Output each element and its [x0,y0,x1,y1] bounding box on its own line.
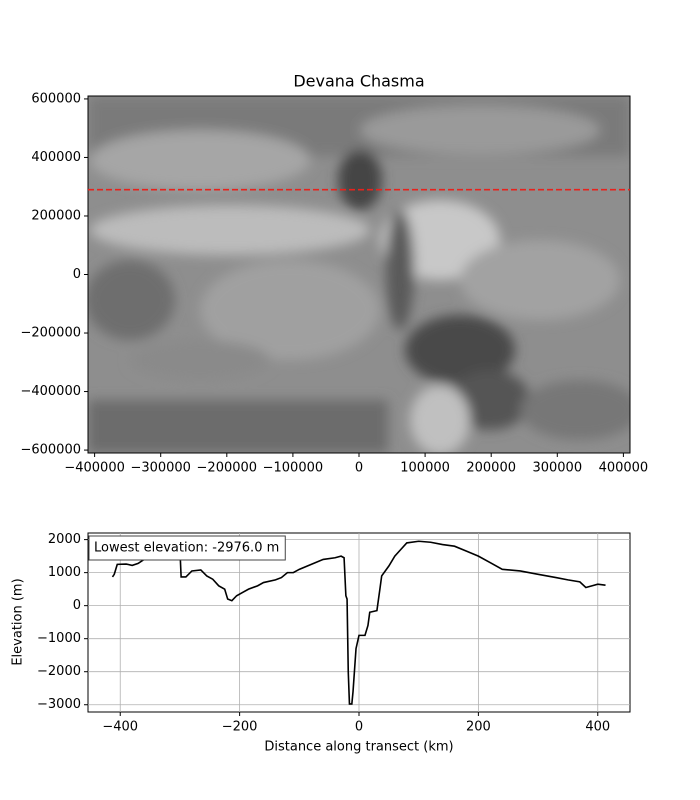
patch [405,315,515,385]
elevation-line [111,540,606,705]
y-tick-label: −200000 [20,326,81,341]
patch [338,150,382,210]
chart-title: Devana Chasma [293,72,424,91]
x-tick-label: −400000 [64,461,125,476]
y-tick-label: −3000 [37,697,81,712]
y-tick-label: −600000 [20,443,81,458]
y-tick-label: −2000 [37,664,81,679]
y-tick-label: 200000 [31,208,81,223]
patch [88,400,388,453]
x-tick-label: −200 [222,720,258,735]
y-tick-label: 1000 [48,565,81,580]
y-tick-label: −400000 [20,384,81,399]
x-tick-label: −300000 [130,461,191,476]
patch [410,385,470,453]
patch [450,370,530,430]
patch [130,340,270,380]
patch [520,380,630,440]
patch [90,130,310,190]
annotation-box [88,535,286,561]
patch [90,205,370,255]
patch [460,240,620,320]
x-tick-label: −200000 [197,461,258,476]
image-texture [88,96,630,453]
x-tick-label: 400000 [599,461,649,476]
y-axis-label: Elevation (m) [11,578,26,665]
patch [88,260,175,340]
y-tick-label: 2000 [48,532,81,547]
x-tick-label: 400 [585,720,610,735]
patch [386,210,414,330]
x-tick-label: 300000 [532,461,582,476]
x-axis-label: Distance along transect (km) [264,740,453,755]
y-tick-label: −1000 [37,631,81,646]
patch [360,105,600,155]
x-tick-label: −400 [102,720,138,735]
x-tick-label: 200000 [466,461,516,476]
x-tick-label: 200 [466,720,491,735]
elevation-image [88,96,630,453]
annotation: Lowest elevation: -2976.0 m [94,541,279,556]
x-tick-label: −100000 [263,461,324,476]
y-tick-label: 600000 [31,91,81,106]
y-tick-label: 400000 [31,150,81,165]
x-tick-label: 0 [355,720,363,735]
patch [200,260,380,360]
x-tick-label: 0 [355,461,363,476]
x-tick-label: 100000 [400,461,450,476]
y-tick-label: 0 [73,267,81,282]
y-tick-label: 0 [73,598,81,613]
